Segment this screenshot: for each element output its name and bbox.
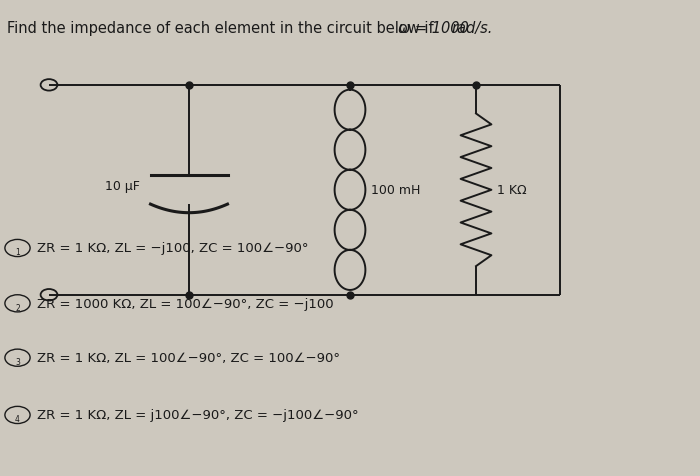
Text: ZR = 1 KΩ, ZL = −j100, ZC = 100∠−90°: ZR = 1 KΩ, ZL = −j100, ZC = 100∠−90° [37,242,309,255]
Text: 100 mH: 100 mH [371,184,421,197]
Text: 1: 1 [15,248,20,257]
Text: 2: 2 [15,303,20,312]
Text: Find the impedance of each element in the circuit below if: Find the impedance of each element in th… [7,21,438,36]
Text: ZR = 1000 KΩ, ZL = 100∠−90°, ZC = −j100: ZR = 1000 KΩ, ZL = 100∠−90°, ZC = −j100 [37,297,334,310]
Text: ZR = 1 KΩ, ZL = 100∠−90°, ZC = 100∠−90°: ZR = 1 KΩ, ZL = 100∠−90°, ZC = 100∠−90° [37,351,340,365]
Text: ZR = 1 KΩ, ZL = j100∠−90°, ZC = −j100∠−90°: ZR = 1 KΩ, ZL = j100∠−90°, ZC = −j100∠−9… [37,408,358,422]
Text: 4: 4 [15,415,20,423]
Text: 1 KΩ: 1 KΩ [497,184,526,197]
Text: 10 μF: 10 μF [105,179,140,192]
Text: 3: 3 [15,357,20,366]
Text: ω = 1000: ω = 1000 [398,21,473,36]
Text: rad/s.: rad/s. [452,21,493,36]
